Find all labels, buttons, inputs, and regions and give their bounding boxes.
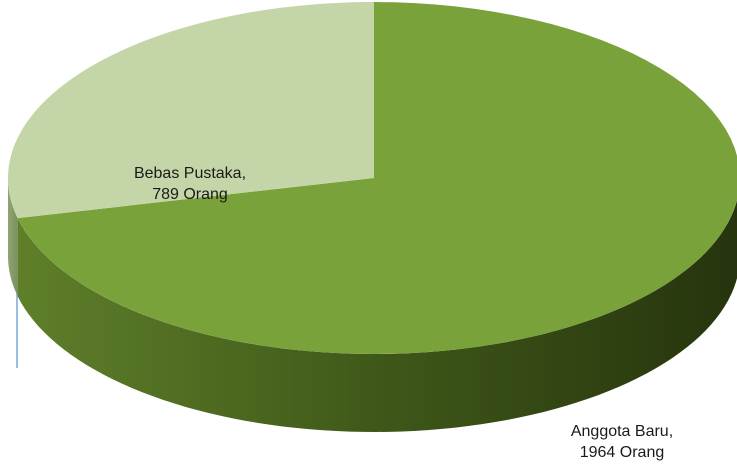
slice	[8, 2, 375, 219]
data-label-category: Anggota Baru,	[571, 423, 673, 440]
data-label-category: Bebas Pustaka,	[134, 165, 246, 182]
data-label-value: 789 Orang	[152, 186, 228, 203]
slice	[17, 2, 737, 354]
data-label-value: 1964 Orang	[580, 444, 665, 461]
slice-side	[17, 200, 737, 432]
slice-side	[8, 178, 18, 297]
